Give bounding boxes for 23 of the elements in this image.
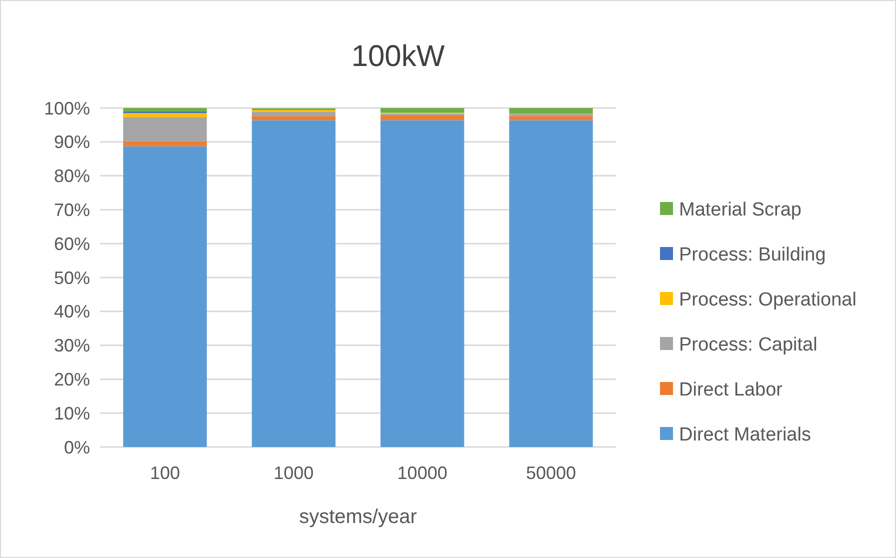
x-tick-label: 100 <box>150 463 180 483</box>
y-tick-label: 50% <box>54 268 90 288</box>
y-tick-label: 60% <box>54 234 90 254</box>
y-tick-label: 40% <box>54 302 90 322</box>
legend-label: Direct Labor <box>679 380 784 401</box>
legend-label: Process: Building <box>679 244 826 266</box>
chart-title: 100kW <box>351 40 446 73</box>
legend-label: Material Scrap <box>679 200 802 221</box>
y-tick-label: 10% <box>54 403 90 424</box>
y-tick-label: 30% <box>54 336 90 356</box>
x-tick-label: 10000 <box>397 463 448 483</box>
legend-label: Process: Operational <box>679 290 856 311</box>
y-tick-label: 100% <box>44 98 90 118</box>
x-tick-label: 1000 <box>274 463 314 483</box>
y-tick-label: 20% <box>54 370 90 390</box>
legend-label: Direct Materials <box>679 424 811 446</box>
y-tick-label: 70% <box>54 200 90 220</box>
x-axis-title: systems/year <box>299 506 418 528</box>
x-tick-label: 50000 <box>526 463 576 483</box>
y-tick-label: 90% <box>54 132 90 152</box>
y-tick-label: 80% <box>54 166 90 186</box>
y-tick-label: 0% <box>64 437 90 458</box>
legend-label: Process: Capital <box>679 334 818 356</box>
